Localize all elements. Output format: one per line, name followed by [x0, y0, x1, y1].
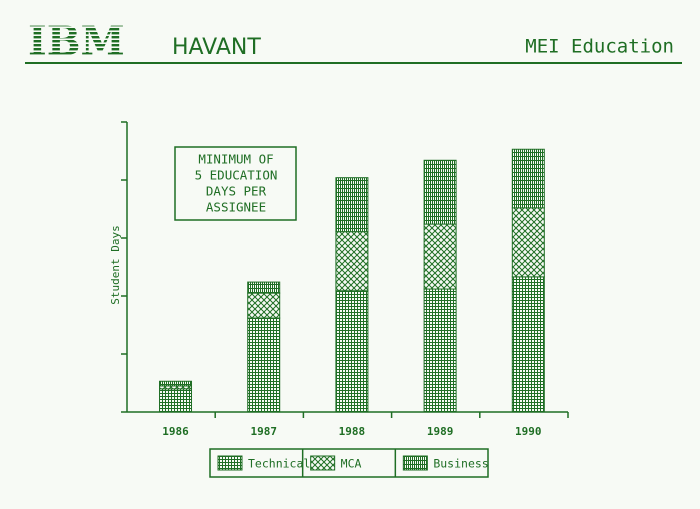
x-tick-label: 1989 [427, 425, 454, 438]
bar-segment [511, 207, 545, 278]
bar-segment [247, 292, 281, 319]
bar-segment [511, 276, 545, 413]
annotation-line: DAYS PER [206, 184, 267, 199]
legend-swatch [310, 455, 336, 471]
legend-swatch [402, 455, 428, 471]
legend-label: MCA [341, 457, 362, 471]
site: HAVANT [172, 35, 261, 60]
legend-label: Business [433, 457, 488, 471]
bar-segment [247, 281, 281, 294]
legend-swatch [217, 455, 243, 471]
x-tick-label: 1986 [162, 425, 189, 438]
legend-label: Technical [248, 457, 310, 471]
bar-segment [159, 388, 193, 413]
y-axis-label: Student Days [109, 225, 122, 304]
bar-segment [423, 288, 457, 413]
bar-segment [511, 148, 545, 209]
bar-segment [423, 159, 457, 225]
x-tick-label: 1990 [515, 425, 542, 438]
x-tick-label: 1987 [250, 425, 277, 438]
logo: IBM [28, 18, 125, 65]
x-tick-label: 1988 [339, 425, 366, 438]
bar-segment [159, 380, 193, 387]
bar-segment [335, 177, 369, 233]
bar-segment [335, 290, 369, 413]
annotation-line: ASSIGNEE [206, 200, 266, 215]
department: MEI Education [525, 36, 674, 58]
annotation-line: MINIMUM OF [198, 152, 273, 167]
bar-segment [247, 317, 281, 413]
bar-segment [335, 231, 369, 292]
annotation-box [174, 146, 297, 221]
bar-segment [423, 223, 457, 290]
legend-box [209, 448, 489, 478]
annotation-line: 5 EDUCATION [195, 168, 278, 183]
